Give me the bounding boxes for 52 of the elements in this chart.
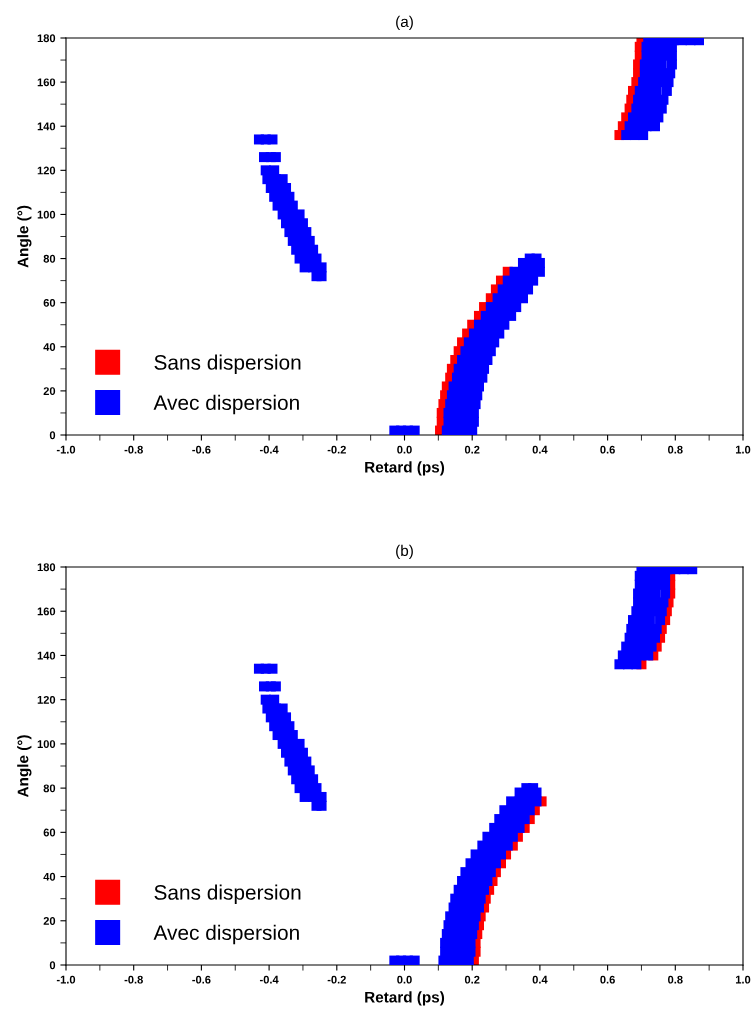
- x-tick-label: -0.2: [327, 975, 346, 984]
- x-tick-label: -0.8: [124, 975, 143, 984]
- y-tick-label: 80: [43, 254, 56, 263]
- y-axis-title: Angle (°): [17, 205, 32, 268]
- y-tick-label: 180: [37, 34, 56, 43]
- legend-label: Avec dispersion: [153, 924, 299, 945]
- x-tick-label: -0.6: [192, 445, 211, 454]
- x-tick-label: -0.8: [124, 445, 143, 454]
- x-tick-label: 0.8: [668, 445, 683, 454]
- x-tick-label: -0.4: [259, 445, 279, 454]
- x-tick-label: 0.4: [532, 445, 548, 454]
- y-tick-label: 140: [37, 651, 56, 660]
- legend-label: Sans dispersion: [154, 884, 301, 904]
- y-tick-label: 40: [43, 343, 56, 351]
- x-tick-label: 0.6: [600, 975, 615, 984]
- x-tick-label: -1.0: [56, 445, 76, 454]
- y-tick-label: 60: [43, 298, 56, 307]
- y-tick-label: 20: [43, 917, 56, 925]
- x-tick-label: -1.0: [56, 975, 76, 984]
- x-tick-label: 0.0: [397, 975, 412, 984]
- y-tick-label: 40: [43, 872, 56, 881]
- x-axis-title: Retard (ps): [365, 991, 445, 1006]
- legend-label: Sans dispersion: [154, 354, 301, 374]
- y-tick-label: 120: [37, 695, 56, 704]
- x-tick-label: 1.0: [735, 975, 751, 984]
- y-tick-label: 180: [37, 563, 56, 572]
- x-tick-label: 0.4: [532, 975, 548, 984]
- y-axis-title: Angle (°): [17, 735, 32, 798]
- y-tick-label: 160: [37, 607, 56, 616]
- x-tick-label: -0.6: [192, 975, 211, 984]
- y-tick-label: 140: [37, 122, 56, 131]
- y-tick-label: 160: [37, 78, 56, 87]
- x-tick-label: 0.2: [464, 445, 480, 454]
- chart-title: (a): [396, 15, 413, 31]
- x-tick-label: -0.2: [327, 445, 346, 454]
- y-tick-label: 100: [37, 210, 56, 219]
- y-tick-label: 0: [49, 431, 56, 440]
- y-tick-label: 60: [43, 828, 56, 837]
- y-tick-label: 80: [43, 784, 56, 793]
- y-tick-label: 20: [43, 387, 56, 396]
- chart-title: (b): [396, 544, 413, 560]
- y-tick-label: 0: [49, 961, 56, 970]
- y-tick-label: 120: [37, 166, 56, 175]
- x-tick-label: 0.6: [600, 445, 615, 454]
- legend-label: Avec dispersion: [153, 394, 299, 415]
- y-tick-label: 100: [37, 740, 56, 749]
- x-tick-label: 0.8: [668, 975, 683, 984]
- x-tick-label: -0.4: [259, 975, 279, 984]
- x-axis-title: Retard (ps): [365, 461, 445, 476]
- x-tick-label: 0.0: [397, 445, 412, 454]
- x-tick-label: 0.2: [464, 975, 480, 984]
- x-tick-label: 1.0: [735, 445, 751, 454]
